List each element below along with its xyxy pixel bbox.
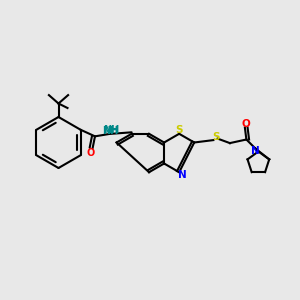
Text: NH: NH [102,126,119,136]
Text: N: N [251,146,260,157]
Text: S: S [212,132,220,142]
Text: S: S [176,125,183,135]
Text: NH: NH [103,125,119,135]
Text: O: O [241,118,250,129]
Text: N: N [178,170,187,180]
Text: O: O [86,148,94,158]
